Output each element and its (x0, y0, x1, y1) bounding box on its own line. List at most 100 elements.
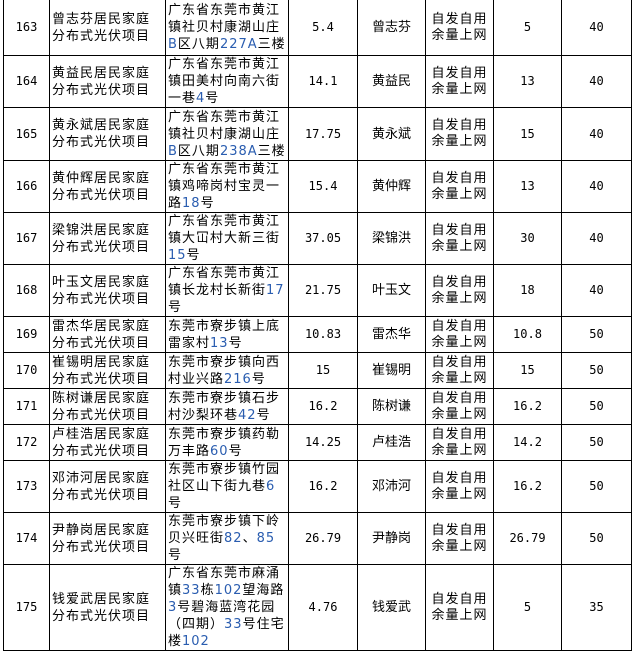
table-row: 168 叶玉文居民家庭分布式光伏项目 广东省东莞市黄江镇长龙村长新街17号 21.75… (3, 264, 632, 317)
capacity: 26.79 (288, 512, 358, 565)
capacity: 14.1 (288, 55, 358, 108)
address: 广东省东莞市黄江镇社贝村康湖山庄B区八期238A三楼 (165, 107, 289, 161)
table-row: 173 邓沛河居民家庭分布式光伏项目 东莞市寮步镇竹园社区山下街九巷6号 16.2 邓沛… (3, 460, 632, 513)
address: 广东省东莞市麻涌镇33栋102望海路3号碧海蓝湾花园（四期）33号住宅楼102 (165, 564, 289, 651)
value-1: 30 (493, 212, 562, 265)
value-1: 26.79 (493, 512, 562, 565)
row-number: 173 (3, 460, 50, 513)
value-2: 50 (561, 352, 632, 389)
owner-name: 邓沛河 (357, 460, 426, 513)
table-row: 166 黄仲辉居民家庭分布式光伏项目 广东省东莞市黄江镇鸡啼岗村宝灵一路18号 15.… (3, 160, 632, 213)
table-row: 167 梁锦洪居民家庭分布式光伏项目 广东省东莞市黄江镇大冚村大新三街15号 37.0… (3, 212, 632, 265)
value-2: 50 (561, 460, 632, 513)
grid-mode: 自发自用余量上网 (425, 316, 494, 353)
address: 广东省东莞市黄江镇鸡啼岗村宝灵一路18号 (165, 160, 289, 213)
project-name: 叶玉文居民家庭分布式光伏项目 (49, 264, 166, 317)
value-2: 40 (561, 264, 632, 317)
row-number: 168 (3, 264, 50, 317)
project-name: 邓沛河居民家庭分布式光伏项目 (49, 460, 166, 513)
address: 广东省东莞市黄江镇社贝村康湖山庄B区八期227A三楼 (165, 0, 289, 56)
owner-name: 崔锡明 (357, 352, 426, 389)
value-1: 14.2 (493, 424, 562, 461)
owner-name: 黄益民 (357, 55, 426, 108)
value-1: 15 (493, 107, 562, 161)
table-row: 174 尹静岗居民家庭分布式光伏项目 东莞市寮步镇下岭贝兴旺街82、85号 26.79… (3, 512, 632, 565)
address: 东莞市寮步镇上底雷家村13号 (165, 316, 289, 353)
table-row: 172 卢桂浩居民家庭分布式光伏项目 东莞市寮步镇药勒万丰路60号 14.25 卢桂浩自… (3, 424, 632, 461)
value-2: 50 (561, 316, 632, 353)
address: 东莞市寮步镇竹园社区山下街九巷6号 (165, 460, 289, 513)
project-name: 钱爱武居民家庭分布式光伏项目 (49, 564, 166, 651)
project-name: 崔锡明居民家庭分布式光伏项目 (49, 352, 166, 389)
project-name: 梁锦洪居民家庭分布式光伏项目 (49, 212, 166, 265)
row-number: 166 (3, 160, 50, 213)
grid-mode: 自发自用余量上网 (425, 460, 494, 513)
grid-mode: 自发自用余量上网 (425, 424, 494, 461)
project-name: 雷杰华居民家庭分布式光伏项目 (49, 316, 166, 353)
grid-mode: 自发自用余量上网 (425, 388, 494, 425)
table-row: 163 曾志芬居民家庭分布式光伏项目 广东省东莞市黄江镇社贝村康湖山庄B区八期227… (3, 0, 632, 56)
row-number: 165 (3, 107, 50, 161)
project-name: 尹静岗居民家庭分布式光伏项目 (49, 512, 166, 565)
row-number: 163 (3, 0, 50, 56)
owner-name: 梁锦洪 (357, 212, 426, 265)
table-row: 165 黄永斌居民家庭分布式光伏项目 广东省东莞市黄江镇社贝村康湖山庄B区八期238… (3, 107, 632, 161)
row-number: 170 (3, 352, 50, 389)
address: 东莞市寮步镇下岭贝兴旺街82、85号 (165, 512, 289, 565)
project-table: 163 曾志芬居民家庭分布式光伏项目 广东省东莞市黄江镇社贝村康湖山庄B区八期227… (3, 0, 632, 651)
address: 广东省东莞市黄江镇长龙村长新街17号 (165, 264, 289, 317)
owner-name: 陈树谦 (357, 388, 426, 425)
value-1: 16.2 (493, 460, 562, 513)
owner-name: 钱爱武 (357, 564, 426, 651)
table-row: 170 崔锡明居民家庭分布式光伏项目 东莞市寮步镇向西村业兴路216号 15 崔锡明 自发… (3, 352, 632, 389)
value-1: 10.8 (493, 316, 562, 353)
address: 东莞市寮步镇药勒万丰路60号 (165, 424, 289, 461)
value-1: 13 (493, 160, 562, 213)
grid-mode: 自发自用余量上网 (425, 264, 494, 317)
row-number: 167 (3, 212, 50, 265)
grid-mode: 自发自用余量上网 (425, 160, 494, 213)
project-name: 黄益民居民家庭分布式光伏项目 (49, 55, 166, 108)
row-number: 171 (3, 388, 50, 425)
table-row: 171 陈树谦居民家庭分布式光伏项目 东莞市寮步镇石步村沙梨环巷42号 16.2 陈树谦… (3, 388, 632, 425)
owner-name: 卢桂浩 (357, 424, 426, 461)
capacity: 4.76 (288, 564, 358, 651)
value-1: 5 (493, 0, 562, 56)
value-2: 40 (561, 107, 632, 161)
value-1: 16.2 (493, 388, 562, 425)
value-1: 5 (493, 564, 562, 651)
value-2: 50 (561, 424, 632, 461)
address: 广东省东莞市黄江镇大冚村大新三街15号 (165, 212, 289, 265)
project-name: 陈树谦居民家庭分布式光伏项目 (49, 388, 166, 425)
row-number: 172 (3, 424, 50, 461)
capacity: 21.75 (288, 264, 358, 317)
table-row: 169 雷杰华居民家庭分布式光伏项目 东莞市寮步镇上底雷家村13号 10.83 雷杰华自… (3, 316, 632, 353)
grid-mode: 自发自用余量上网 (425, 0, 494, 56)
address: 广东省东莞市黄江镇田美村向南六街一巷4号 (165, 55, 289, 108)
capacity: 5.4 (288, 0, 358, 56)
row-number: 175 (3, 564, 50, 651)
project-name: 黄仲辉居民家庭分布式光伏项目 (49, 160, 166, 213)
value-2: 40 (561, 55, 632, 108)
value-2: 40 (561, 0, 632, 56)
capacity: 14.25 (288, 424, 358, 461)
row-number: 174 (3, 512, 50, 565)
row-number: 164 (3, 55, 50, 108)
value-2: 35 (561, 564, 632, 651)
grid-mode: 自发自用余量上网 (425, 352, 494, 389)
capacity: 15.4 (288, 160, 358, 213)
capacity: 37.05 (288, 212, 358, 265)
value-1: 13 (493, 55, 562, 108)
value-2: 50 (561, 512, 632, 565)
table-row: 164 黄益民居民家庭分布式光伏项目 广东省东莞市黄江镇田美村向南六街一巷4号 14.… (3, 55, 632, 108)
row-number: 169 (3, 316, 50, 353)
capacity: 17.75 (288, 107, 358, 161)
capacity: 15 (288, 352, 358, 389)
owner-name: 黄仲辉 (357, 160, 426, 213)
capacity: 10.83 (288, 316, 358, 353)
capacity: 16.2 (288, 388, 358, 425)
value-2: 40 (561, 160, 632, 213)
capacity: 16.2 (288, 460, 358, 513)
grid-mode: 自发自用余量上网 (425, 564, 494, 651)
project-name: 卢桂浩居民家庭分布式光伏项目 (49, 424, 166, 461)
